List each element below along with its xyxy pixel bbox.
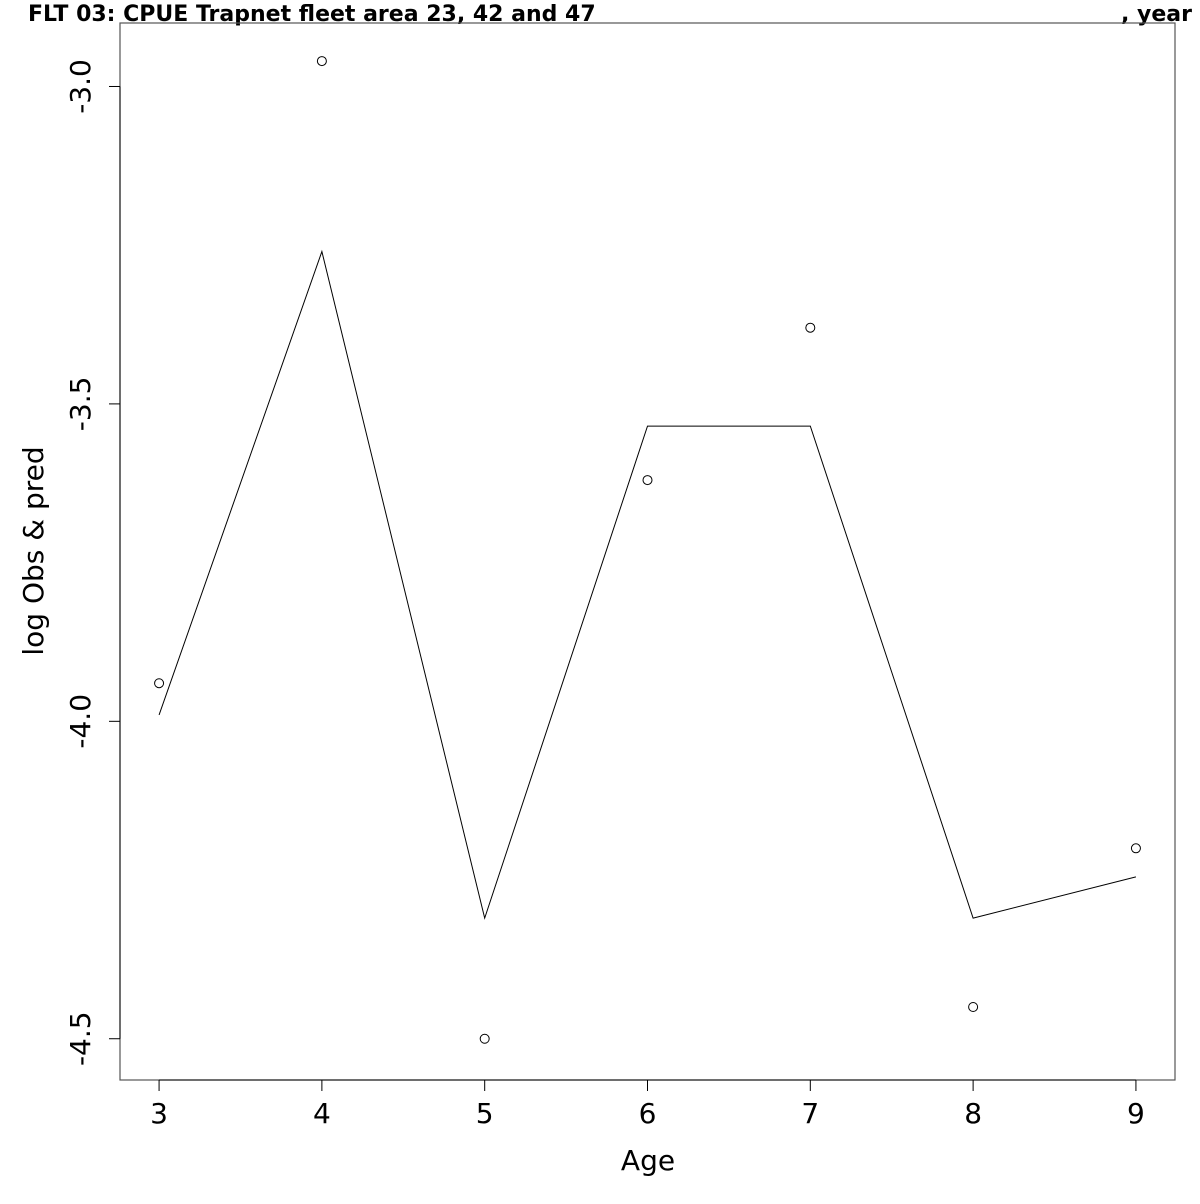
obs-point <box>316 56 327 67</box>
x-tick-label: 9 <box>1127 1097 1145 1130</box>
obs-point <box>968 1001 979 1012</box>
y-axis: -3.0 -3.5 -4.0 -4.5 <box>64 59 121 1066</box>
obs-point <box>479 1033 490 1044</box>
pred-line <box>158 249 1137 920</box>
obs-point <box>805 322 816 333</box>
plot-frame <box>119 22 1176 1081</box>
y-axis-label: log Obs & pred <box>17 446 50 655</box>
obs-point <box>642 475 653 486</box>
y-tick-label: -3.5 <box>64 377 97 432</box>
obs-point <box>1130 843 1141 854</box>
x-tick-label: 7 <box>801 1097 819 1130</box>
x-tick-label: 8 <box>964 1097 982 1130</box>
y-tick-label: -3.0 <box>64 59 97 114</box>
x-tick-label: 5 <box>476 1097 494 1130</box>
y-tick-label: -4.5 <box>64 1011 97 1066</box>
x-tick-label: 3 <box>150 1097 168 1130</box>
x-axis: 3 4 5 6 7 8 9 <box>150 1079 1145 1130</box>
x-tick-label: 4 <box>313 1097 331 1130</box>
x-axis-label: Age <box>621 1144 675 1177</box>
x-tick-label: 6 <box>639 1097 657 1130</box>
obs-point <box>154 678 165 689</box>
series-layer <box>154 56 1141 1044</box>
y-tick-label: -4.0 <box>64 694 97 749</box>
